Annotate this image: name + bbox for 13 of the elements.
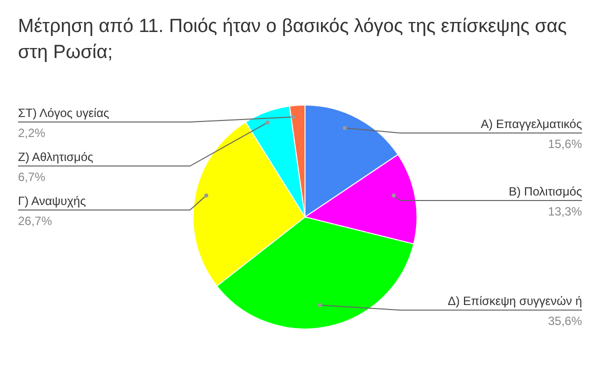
slice-label: Γ) Αναψυχής xyxy=(18,194,86,208)
data-label: 35,6% xyxy=(548,314,582,328)
data-label: 26,7% xyxy=(18,214,52,228)
data-label: 13,3% xyxy=(548,204,582,218)
chart-title: Μέτρηση από 11. Ποιός ήταν ο βασικός λόγος της επίσκεψης σας στη Ρωσία; xyxy=(18,15,568,65)
data-label: 15,6% xyxy=(548,136,582,151)
slice-label: Α) Επαγγελματικός xyxy=(480,116,582,131)
data-label: 2,2% xyxy=(18,126,46,140)
slice-label: Ζ) Αθλητισμός xyxy=(18,150,94,164)
slice-label: Δ) Επίσκεψη συγγενών ή xyxy=(448,294,582,308)
data-label: 6,7% xyxy=(18,170,46,184)
slice-label: Β) Πολιτισμός xyxy=(508,184,582,198)
slice-label: ΣΤ) Λόγος υγείας xyxy=(18,106,110,120)
